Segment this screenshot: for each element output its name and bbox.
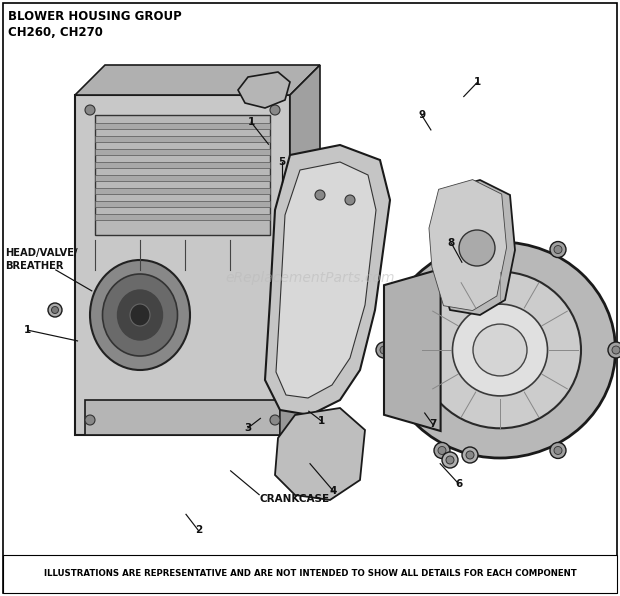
Circle shape <box>438 446 446 455</box>
Polygon shape <box>275 408 365 500</box>
Text: ILLUSTRATIONS ARE REPRESENTATIVE AND ARE NOT INTENDED TO SHOW ALL DETAILS FOR EA: ILLUSTRATIONS ARE REPRESENTATIVE AND ARE… <box>43 570 577 579</box>
Text: 6: 6 <box>455 479 463 489</box>
Text: 7: 7 <box>429 420 436 429</box>
Bar <box>282 325 297 347</box>
Polygon shape <box>276 162 376 398</box>
Text: HEAD/VALVE/
BREATHER: HEAD/VALVE/ BREATHER <box>5 248 77 271</box>
Text: 1: 1 <box>317 416 325 426</box>
Circle shape <box>85 415 95 425</box>
Bar <box>282 290 297 312</box>
Polygon shape <box>290 65 320 435</box>
Bar <box>3 555 617 593</box>
Circle shape <box>85 105 95 115</box>
Circle shape <box>51 306 58 313</box>
Ellipse shape <box>130 304 150 326</box>
Circle shape <box>434 241 450 257</box>
Circle shape <box>434 442 450 458</box>
Circle shape <box>459 230 495 266</box>
Circle shape <box>550 241 566 257</box>
Circle shape <box>442 452 458 468</box>
Ellipse shape <box>118 290 162 340</box>
Circle shape <box>438 246 446 253</box>
Polygon shape <box>265 145 390 415</box>
Circle shape <box>48 303 62 317</box>
Text: CH260, CH270: CH260, CH270 <box>8 26 103 39</box>
Circle shape <box>612 346 620 354</box>
Circle shape <box>446 456 454 464</box>
Circle shape <box>462 447 478 463</box>
Circle shape <box>270 105 280 115</box>
Text: 5: 5 <box>278 157 286 167</box>
Text: 3: 3 <box>244 423 252 433</box>
Ellipse shape <box>473 324 527 376</box>
Circle shape <box>270 415 280 425</box>
Text: BLOWER HOUSING GROUP: BLOWER HOUSING GROUP <box>8 10 182 23</box>
Circle shape <box>380 346 388 354</box>
Bar <box>95 123 270 129</box>
Text: 4: 4 <box>329 486 337 495</box>
Circle shape <box>550 442 566 458</box>
Bar <box>282 255 297 277</box>
FancyBboxPatch shape <box>75 95 290 435</box>
Text: 2: 2 <box>195 526 202 535</box>
Polygon shape <box>429 179 507 311</box>
Circle shape <box>345 195 355 205</box>
Text: eReplacementParts.com: eReplacementParts.com <box>225 271 395 285</box>
Bar <box>95 188 270 194</box>
FancyBboxPatch shape <box>85 400 280 435</box>
Ellipse shape <box>419 272 581 429</box>
Ellipse shape <box>453 304 547 396</box>
Circle shape <box>554 446 562 455</box>
Ellipse shape <box>90 260 190 370</box>
Polygon shape <box>238 72 290 108</box>
Circle shape <box>466 451 474 459</box>
Text: CRANKCASE: CRANKCASE <box>259 495 329 504</box>
Bar <box>95 201 270 207</box>
Bar <box>95 149 270 155</box>
Text: 8: 8 <box>448 238 455 248</box>
Text: 1: 1 <box>24 325 32 335</box>
Circle shape <box>315 190 325 200</box>
Polygon shape <box>384 269 441 431</box>
Text: 1: 1 <box>247 117 255 127</box>
Bar <box>95 162 270 168</box>
Circle shape <box>608 342 620 358</box>
Text: 1: 1 <box>474 77 481 87</box>
Bar <box>95 115 270 235</box>
Ellipse shape <box>102 274 177 356</box>
Ellipse shape <box>384 242 616 458</box>
Text: 9: 9 <box>418 110 425 120</box>
Polygon shape <box>435 180 515 315</box>
Bar <box>95 136 270 142</box>
Polygon shape <box>75 65 320 95</box>
Bar <box>95 214 270 220</box>
Bar <box>95 175 270 181</box>
Circle shape <box>554 246 562 253</box>
Circle shape <box>376 342 392 358</box>
Polygon shape <box>280 375 305 435</box>
